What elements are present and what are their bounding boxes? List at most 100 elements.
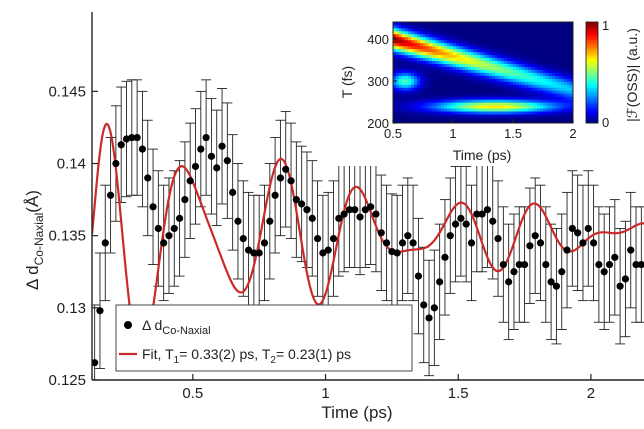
heatmap-cell <box>435 69 439 73</box>
heatmap-cell <box>486 90 490 94</box>
heatmap-cell <box>504 87 508 91</box>
heatmap-cell <box>441 93 445 97</box>
heatmap-cell <box>465 102 469 106</box>
heatmap-cell <box>510 54 514 59</box>
heatmap-cell <box>489 36 493 41</box>
heatmap-cell <box>561 45 565 50</box>
heatmap-cell <box>567 66 571 70</box>
heatmap-cell <box>396 66 400 70</box>
heatmap-cell <box>399 22 403 26</box>
heatmap-cell <box>549 22 553 26</box>
heatmap-cell <box>408 22 412 26</box>
heatmap-cell <box>486 60 490 64</box>
heatmap-cell <box>537 120 541 124</box>
heatmap-cell <box>441 117 445 121</box>
heatmap-cell <box>408 93 412 97</box>
heatmap-cell <box>567 87 571 91</box>
heatmap-cell <box>417 36 421 41</box>
heatmap-cell <box>516 69 520 73</box>
heatmap-cell <box>432 114 436 118</box>
inset-y-tick-label: 400 <box>367 32 389 47</box>
heatmap-cell <box>564 39 568 44</box>
heatmap-cell <box>564 84 568 88</box>
heatmap-cell <box>513 102 517 106</box>
heatmap-cell <box>453 114 457 118</box>
heatmap-cell <box>420 51 424 56</box>
heatmap-cell <box>393 81 397 85</box>
heatmap-cell <box>456 39 460 44</box>
heatmap-cell <box>501 33 505 38</box>
heatmap-cell <box>420 48 424 53</box>
heatmap-cell <box>519 78 523 82</box>
heatmap-cell <box>510 99 514 103</box>
heatmap-cell <box>471 42 475 47</box>
inset-y-tick-label: 200 <box>367 116 389 131</box>
heatmap-cell <box>483 84 487 88</box>
heatmap-cell <box>522 63 526 67</box>
heatmap-cell <box>552 57 556 62</box>
heatmap-cell <box>471 69 475 73</box>
heatmap-cell <box>567 45 571 50</box>
heatmap-cell <box>477 93 481 97</box>
heatmap-cell <box>483 33 487 38</box>
heatmap-cell <box>561 102 565 106</box>
heatmap-cell <box>468 75 472 79</box>
heatmap-cell <box>444 114 448 118</box>
heatmap-cell <box>558 87 562 91</box>
heatmap-cell <box>429 90 433 94</box>
heatmap-cell <box>480 33 484 38</box>
heatmap-cell <box>465 36 469 41</box>
heatmap-cell <box>513 60 517 64</box>
data-point <box>197 145 205 153</box>
heatmap-cell <box>453 66 457 70</box>
heatmap-cell <box>402 57 406 62</box>
heatmap-cell <box>564 54 568 59</box>
colorbar-segment <box>586 75 598 78</box>
data-point <box>574 229 582 237</box>
heatmap-cell <box>558 75 562 79</box>
heatmap-cell <box>438 87 442 91</box>
heatmap-cell <box>468 72 472 76</box>
heatmap-cell <box>453 48 457 53</box>
heatmap-cell <box>465 45 469 50</box>
heatmap-cell <box>408 81 412 85</box>
heatmap-cell <box>567 78 571 82</box>
colorbar-segment <box>586 24 598 28</box>
heatmap-cell <box>504 36 508 41</box>
heatmap-cell <box>420 45 424 50</box>
heatmap-cell <box>552 45 556 50</box>
heatmap-cell <box>453 84 457 88</box>
heatmap-cell <box>534 54 538 59</box>
heatmap-cell <box>528 30 532 35</box>
heatmap-cell <box>450 45 454 50</box>
heatmap-cell <box>501 69 505 73</box>
heatmap-cell <box>432 33 436 38</box>
heatmap-cell <box>465 114 469 118</box>
heatmap-cell <box>522 54 526 59</box>
heatmap-cell <box>468 105 472 109</box>
heatmap-cell <box>558 54 562 59</box>
heatmap-cell <box>495 36 499 41</box>
heatmap-cell <box>528 87 532 91</box>
heatmap-cell <box>543 75 547 79</box>
heatmap-cell <box>423 75 427 79</box>
heatmap-cell <box>567 93 571 97</box>
heatmap-cell <box>525 45 529 50</box>
heatmap-cell <box>528 78 532 82</box>
heatmap-cell <box>468 102 472 106</box>
heatmap-cell <box>438 33 442 38</box>
heatmap-cell <box>486 99 490 103</box>
heatmap-cell <box>459 24 463 29</box>
heatmap-cell <box>522 75 526 79</box>
heatmap-cell <box>483 99 487 103</box>
heatmap-cell <box>558 102 562 106</box>
heatmap-cell <box>540 51 544 56</box>
heatmap-cell <box>444 93 448 97</box>
heatmap-cell <box>402 90 406 94</box>
heatmap-cell <box>399 96 403 100</box>
heatmap-cell <box>525 42 529 47</box>
heatmap-cell <box>426 75 430 79</box>
heatmap-cell <box>420 87 424 91</box>
heatmap-cell <box>549 63 553 67</box>
heatmap-cell <box>435 57 439 62</box>
